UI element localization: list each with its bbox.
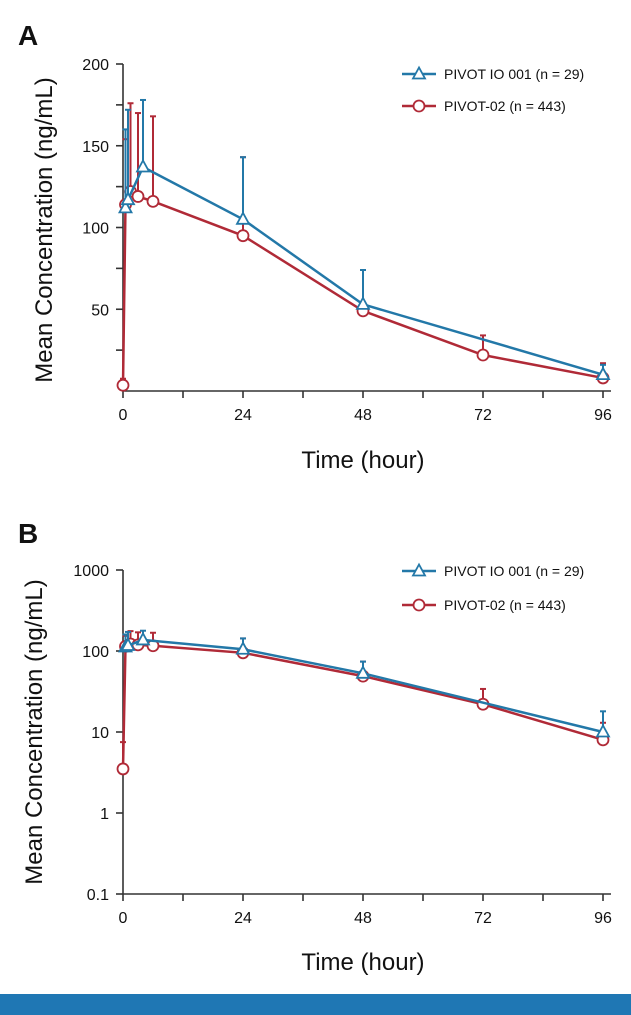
panel-a-x-tick-label: 96 [594, 407, 612, 424]
panel-a-blue-triangle-point [235, 210, 251, 225]
panel-b-x-tick-label: 72 [474, 910, 492, 927]
panel-b-axes: 0 24 48 72 96 0.1 1 10 100 1000 [73, 563, 612, 927]
panel-b-x-tick-label: 96 [594, 910, 612, 927]
panel-b-blue-triangle-point [120, 637, 136, 651]
panel-a-x-tick-label: 48 [354, 407, 372, 424]
panel-b-legend-circle-marker [412, 598, 426, 612]
panel-b-legend-label-red: PIVOT-02 (n = 443) [444, 597, 566, 613]
panel-b-x-tick-label: 48 [354, 910, 372, 927]
panel-a-legend-label-red: PIVOT-02 (n = 443) [444, 98, 566, 114]
panel-a-series-layer [116, 98, 611, 392]
panel-a-legend: PIVOT IO 001 (n = 29) PIVOT-02 (n = 443) [402, 65, 584, 114]
panel-a-y-tick-label: 150 [82, 139, 109, 156]
bottom-accent-bar [0, 994, 631, 1015]
panel-b-series-layer [116, 629, 611, 776]
panel-a-blue-triangle-point [595, 366, 611, 381]
panel-a-blue-triangle-point [120, 191, 136, 206]
panel-b-x-tick-label: 0 [119, 910, 128, 927]
panel-b-letter: B [18, 518, 38, 549]
panel-b-legend: PIVOT IO 001 (n = 29) PIVOT-02 (n = 443) [402, 562, 584, 613]
panel-a-blue-triangle-point [355, 295, 371, 310]
panel-a-x-axis-title: Time (hour) [301, 447, 424, 474]
panel-a-red-circle-point [236, 229, 250, 243]
panel-b-x-axis-title: Time (hour) [301, 949, 424, 976]
panel-a-y-tick-label: 100 [82, 221, 109, 238]
panel-a-blue-triangle-point [117, 199, 134, 214]
panel-b-blue-triangle-point [235, 640, 251, 655]
panel-b-legend-label-blue: PIVOT IO 001 (n = 29) [444, 563, 584, 579]
panel-a-series-red [116, 102, 610, 392]
panel-a-red-circle-point [131, 190, 145, 203]
panel-b: B Mean Concentration (ng/mL) Time (hour)… [18, 518, 612, 976]
panel-a-axes: 0 24 48 72 96 50 100 150 200 [82, 57, 612, 424]
panel-a-blue-triangle-point [135, 158, 151, 173]
panel-a-series-blue [117, 98, 611, 381]
panel-a-legend-circle-marker [412, 99, 426, 113]
panel-a: A Mean Concentration (ng/mL) Time (hour)… [18, 20, 612, 474]
panel-a-legend-label-blue: PIVOT IO 001 (n = 29) [444, 66, 584, 82]
panel-a-y-tick-label: 200 [82, 57, 109, 74]
panel-a-y-axis-title: Mean Concentration (ng/mL) [31, 77, 58, 382]
panel-a-y-tick-label: 50 [91, 302, 109, 319]
panel-b-y-axis-title: Mean Concentration (ng/mL) [21, 579, 48, 884]
panel-a-red-circle-point [476, 348, 490, 362]
panel-a-x-tick-label: 24 [234, 407, 252, 424]
panel-b-y-tick-label: 100 [82, 644, 109, 661]
panel-a-x-tick-label: 0 [119, 407, 128, 424]
panel-b-red-circle-point [116, 762, 130, 776]
panel-b-y-tick-label: 1 [100, 806, 109, 823]
panel-a-red-circle-point [146, 194, 160, 208]
panel-a-letter: A [18, 20, 38, 51]
panel-b-y-tick-label: 0.1 [87, 887, 109, 904]
panel-b-blue-triangle-point [595, 723, 611, 738]
panel-a-legend-triangle-marker [411, 65, 427, 80]
panel-b-y-tick-label: 10 [91, 725, 109, 742]
panel-b-series-blue [117, 629, 611, 738]
panel-b-y-tick-label: 1000 [73, 563, 109, 580]
panel-b-blue-triangle-point [355, 664, 371, 679]
panel-a-red-circle-point [116, 378, 130, 392]
panel-a-x-tick-label: 72 [474, 407, 492, 424]
panel-b-blue-triangle-point [135, 631, 151, 646]
panel-b-series-red [116, 630, 610, 776]
panel-b-x-tick-label: 24 [234, 910, 252, 927]
panel-b-legend-triangle-marker [411, 562, 427, 577]
